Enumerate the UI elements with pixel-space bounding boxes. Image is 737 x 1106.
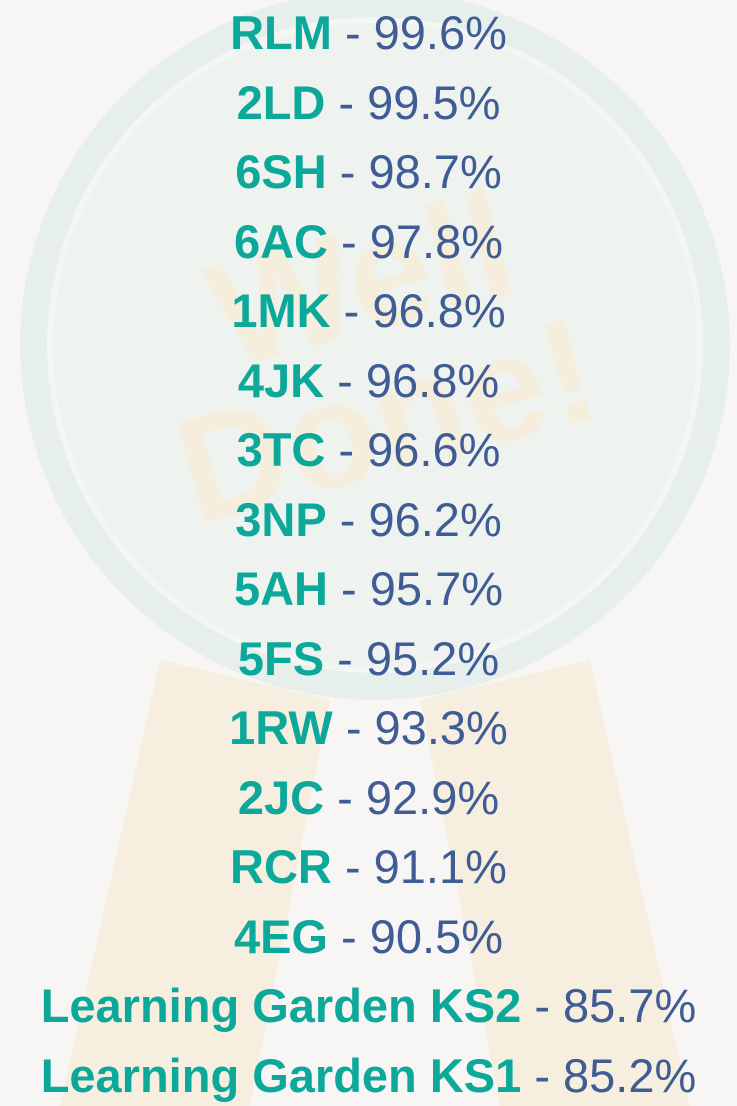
row: Learning Garden KS1 - 85.2% xyxy=(0,1046,737,1106)
percentage: 96.6% xyxy=(367,423,500,476)
percentage: 92.9% xyxy=(366,771,499,824)
separator: - xyxy=(345,840,361,893)
percentage: 95.7% xyxy=(370,562,503,615)
separator: - xyxy=(345,6,361,59)
separator: - xyxy=(341,215,357,268)
percentage: 85.2% xyxy=(563,1049,696,1102)
separator: - xyxy=(346,701,362,754)
separator: - xyxy=(340,145,356,198)
percentage: 99.5% xyxy=(367,76,500,129)
separator: - xyxy=(338,76,354,129)
row: 4EG - 90.5% xyxy=(0,907,737,967)
row: 4JK - 96.8% xyxy=(0,351,737,411)
class-name: RLM xyxy=(230,6,332,59)
class-name: RCR xyxy=(230,840,332,893)
percentage: 97.8% xyxy=(370,215,503,268)
row: 1RW - 93.3% xyxy=(0,698,737,758)
page: Well Done! RLM - 99.6%2LD - 99.5%6SH - 9… xyxy=(0,0,737,1106)
row: RLM - 99.6% xyxy=(0,3,737,63)
percentage: 90.5% xyxy=(370,910,503,963)
class-name: 5FS xyxy=(238,632,324,685)
row: 2LD - 99.5% xyxy=(0,73,737,133)
percentage: 95.2% xyxy=(366,632,499,685)
class-name: 5AH xyxy=(234,562,328,615)
class-name: 1RW xyxy=(229,701,333,754)
row: 6AC - 97.8% xyxy=(0,212,737,272)
row: 1MK - 96.8% xyxy=(0,281,737,341)
percentage: 91.1% xyxy=(374,840,507,893)
class-name: 4JK xyxy=(238,354,324,407)
row: 6SH - 98.7% xyxy=(0,142,737,202)
class-name: Learning Garden KS1 xyxy=(41,1049,522,1102)
row: Learning Garden KS2 - 85.7% xyxy=(0,976,737,1036)
percentage: 98.7% xyxy=(368,145,501,198)
class-name: 3TC xyxy=(237,423,326,476)
class-name: 4EG xyxy=(234,910,328,963)
row: RCR - 91.1% xyxy=(0,837,737,897)
class-name: 6SH xyxy=(235,145,326,198)
percentage: 96.8% xyxy=(366,354,499,407)
class-name: 6AC xyxy=(234,215,328,268)
class-name: 1MK xyxy=(231,284,330,337)
separator: - xyxy=(338,423,354,476)
separator: - xyxy=(337,771,353,824)
separator: - xyxy=(337,354,353,407)
row: 3NP - 96.2% xyxy=(0,490,737,550)
percentage: 96.8% xyxy=(372,284,505,337)
separator: - xyxy=(337,632,353,685)
class-name: Learning Garden KS2 xyxy=(41,979,522,1032)
class-name: 3NP xyxy=(235,493,326,546)
class-name: 2JC xyxy=(238,771,324,824)
class-name: 2LD xyxy=(237,76,326,129)
separator: - xyxy=(534,979,550,1032)
row: 2JC - 92.9% xyxy=(0,768,737,828)
separator: - xyxy=(341,910,357,963)
row: 5AH - 95.7% xyxy=(0,559,737,619)
separator: - xyxy=(534,1049,550,1102)
percentage: 96.2% xyxy=(368,493,501,546)
separator: - xyxy=(344,284,360,337)
percentage: 93.3% xyxy=(375,701,508,754)
row: 5FS - 95.2% xyxy=(0,629,737,689)
percentage: 99.6% xyxy=(374,6,507,59)
row: 3TC - 96.6% xyxy=(0,420,737,480)
separator: - xyxy=(340,493,356,546)
percentage: 85.7% xyxy=(563,979,696,1032)
separator: - xyxy=(341,562,357,615)
